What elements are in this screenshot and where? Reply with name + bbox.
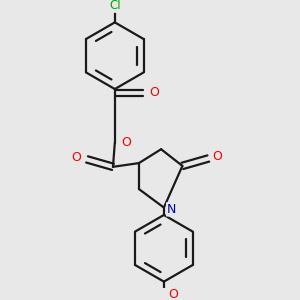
Text: Cl: Cl (109, 0, 121, 12)
Text: O: O (149, 86, 159, 99)
Text: O: O (71, 151, 81, 164)
Text: O: O (168, 288, 178, 300)
Text: O: O (121, 136, 131, 149)
Text: N: N (167, 203, 176, 216)
Text: O: O (213, 150, 223, 163)
